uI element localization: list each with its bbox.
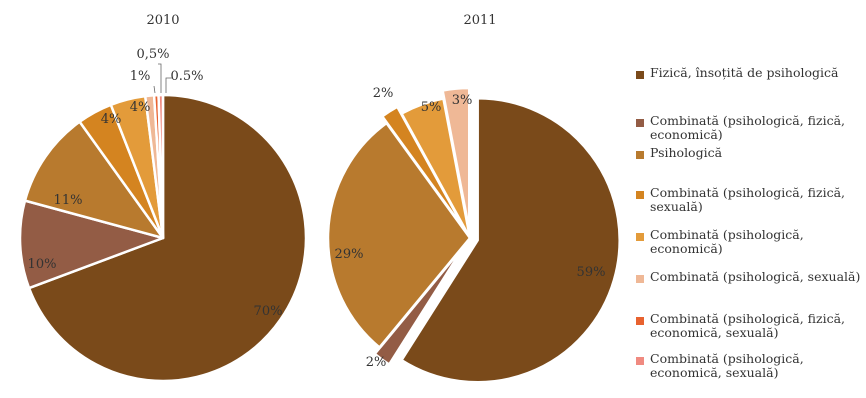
legend-label: Psihologică [650, 145, 723, 160]
pie-2010-slice-0 [27, 93, 308, 383]
legend-label: Combinată (psihologică, economică, sexua… [650, 351, 804, 380]
data-label-2010-4: 4% [130, 100, 151, 115]
data-label-2010-6: 0,5% [136, 47, 169, 62]
pie-2010-slice-1 [18, 199, 165, 290]
legend-swatch [636, 275, 644, 283]
legend-item: Combinată (psihologică, sexuală) [636, 270, 862, 284]
legend-item: Fizică, însoțită de psihologică [636, 66, 862, 80]
pie-2011-slice-5 [441, 86, 471, 232]
pie-2010: 70% 10% 11% 4% 4% 1% 0,5%0.5% [18, 47, 308, 383]
data-label-2011-1: 2% [366, 355, 387, 370]
legend-item: Psihologică [636, 146, 862, 160]
legend-item: Combinată (psihologică, economică, sexua… [636, 352, 862, 380]
legend-swatch [636, 119, 644, 127]
legend-label: Combinată (psihologică, fizică, sexuală) [650, 185, 846, 214]
legend-item: Combinată (psihologică, fizică, economic… [636, 312, 862, 340]
data-label-2010-2: 11% [54, 193, 83, 208]
pie-2011-slice-0 [400, 96, 621, 384]
data-label-2011-3: 2% [373, 86, 394, 101]
legend-label: Combinată (psihologică, fizică, economic… [650, 311, 846, 340]
data-label-2011-5: 3% [452, 93, 473, 108]
legend-label: Combinată (psihologică, fizică, economic… [650, 113, 846, 142]
data-label-2010-0: 70% [254, 304, 283, 319]
legend-item: Combinată (psihologică, fizică, sexuală) [636, 186, 862, 214]
data-label-2011-4: 5% [421, 100, 442, 115]
pie-2011-slice-3 [381, 105, 467, 233]
chart-title-2011: 2011 [463, 13, 496, 28]
chart-title-2010: 2010 [146, 13, 179, 28]
pie-2011-slice-2 [326, 121, 472, 349]
legend-swatch [636, 233, 644, 241]
legend-label: Combinată (psihologică, economică) [650, 227, 804, 256]
pie-2010-slice-2 [23, 120, 165, 240]
legend-label: Fizică, însoțită de psihologică [650, 65, 839, 80]
legend-swatch [636, 71, 644, 79]
legend-swatch [636, 191, 644, 199]
data-label-2011-0: 59% [577, 265, 606, 280]
pie-2010-slice-7 [157, 93, 165, 240]
legend-swatch [636, 317, 644, 325]
data-label-2011-2: 29% [335, 247, 364, 262]
data-label-2010-5: 1% [130, 69, 151, 84]
legend-label: Combinată (psihologică, sexuală) [650, 269, 861, 284]
pie-2011-slice-1 [373, 243, 467, 366]
legend-swatch [636, 357, 644, 365]
leader-line-2010-6 [158, 63, 162, 93]
leader-line-2010-5 [153, 85, 156, 94]
data-label-2010-3: 4% [101, 112, 122, 127]
legend-item: Combinată (psihologică, economică) [636, 228, 862, 256]
leader-line-2010-7 [165, 77, 172, 93]
legend-item: Combinată (psihologică, fizică, economic… [636, 114, 862, 142]
data-label-2010-1: 10% [28, 257, 57, 272]
legend-swatch [636, 151, 644, 159]
data-label-2010-7: 0.5% [170, 69, 203, 84]
pie-2011: 59% 2% 29% 2% 5% 3% [326, 86, 621, 384]
